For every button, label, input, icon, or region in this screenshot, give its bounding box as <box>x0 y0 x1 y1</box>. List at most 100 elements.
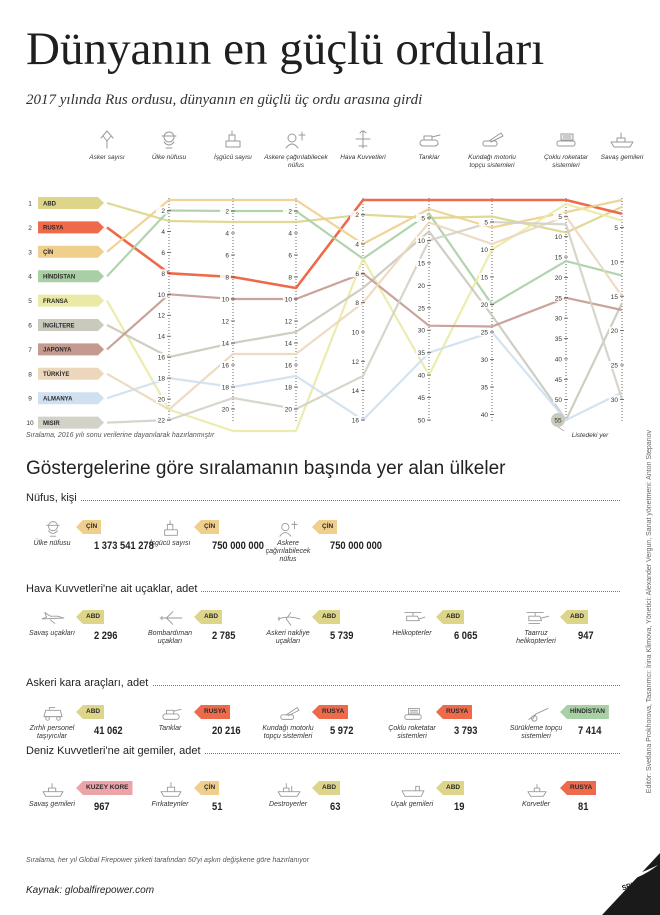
tick-bg <box>479 300 490 309</box>
country-tag: HİNDİSTAN <box>560 705 609 719</box>
tick-bg <box>220 339 231 347</box>
tick-label: 20 <box>158 397 166 404</box>
tick-label: 6 <box>161 250 165 257</box>
tick-bg <box>479 328 490 336</box>
tick-bg <box>553 354 564 363</box>
armored-carrier-icon <box>38 703 68 723</box>
tick-bg <box>553 314 564 323</box>
tick-label: 10 <box>611 259 619 266</box>
group-title: Deniz Kuvvetleri'ne ait gemiler, adet <box>26 745 205 757</box>
indicator-label: Destroyerler <box>268 801 308 808</box>
indicator-value: 81 <box>578 801 589 813</box>
series-line <box>106 230 623 422</box>
tick-label: 50 <box>555 397 563 404</box>
tick-label: 25 <box>611 363 619 370</box>
indicator-label: Kundağı motorlu topçu sistemleri <box>262 725 314 741</box>
tick-bg <box>220 405 231 413</box>
tick-label: 8 <box>288 275 292 282</box>
tick-bg <box>283 361 294 369</box>
country-rank: 10 <box>26 420 34 427</box>
parallel-chart: Asker sayısı Ülke nüfusu İşgücü sayısı Aske… <box>26 130 644 439</box>
tick-label: 35 <box>481 385 489 392</box>
tick-label: 4 <box>355 242 359 249</box>
indicator-label: Helikopterler <box>392 630 432 637</box>
tick-label: 45 <box>418 395 426 402</box>
tick-bg <box>553 375 564 384</box>
tick-bg <box>350 240 361 248</box>
tick-bg <box>416 281 427 290</box>
axis-label-line: Hava Kuvvetleri <box>340 154 386 161</box>
country-tag <box>38 319 104 331</box>
axis-label-line: Asker sayısı <box>88 154 125 161</box>
tick-label: 20 <box>418 283 426 290</box>
indicator-label: Taarruz helikopterleri <box>516 630 556 646</box>
country-name: MISIR <box>43 421 60 427</box>
indicator-label: Sürükleme topçu sistemleri <box>509 725 563 741</box>
indicator-value: 41 062 <box>94 725 123 737</box>
indicator-value: 5 972 <box>330 725 354 737</box>
tick-label: 20 <box>611 328 619 335</box>
series-line <box>106 220 624 424</box>
tick-bg <box>553 253 564 262</box>
tick-label: 20 <box>285 407 293 414</box>
tick-label: 2 <box>288 209 292 216</box>
axis-label: Kundağı motorlu topçu sistemleri <box>468 154 516 169</box>
credits-text: Editör: Svetlana Prokhorova, Tasarımcı: … <box>646 430 653 794</box>
tick-label: 12 <box>285 319 293 326</box>
bottom-note: Sıralama, her yıl Global Firepower şirke… <box>26 857 310 864</box>
country-tag <box>38 416 104 429</box>
country-tag: ABD <box>560 610 589 624</box>
tank-icon <box>419 134 441 147</box>
country-tag: ÇİN <box>194 520 220 534</box>
indicator-value: 947 <box>578 630 594 642</box>
tick-label: 12 <box>158 313 166 320</box>
tick-label: 40 <box>481 412 489 419</box>
tick-bg <box>156 206 167 215</box>
tick-label: 16 <box>158 355 166 362</box>
page-title: Dünyanın en güçlü orduları <box>26 23 545 75</box>
population-icon <box>161 131 177 149</box>
country-rank: 2 <box>28 225 32 232</box>
indicator-label: Ülke nüfusu <box>33 540 71 547</box>
country-tag: KUZEY KORE <box>76 781 133 795</box>
axis-label-line: Askere çağırılabilecek <box>263 154 328 161</box>
aircraft-carrier-icon <box>398 779 428 799</box>
country-tag <box>38 245 104 258</box>
tick-label: 40 <box>555 356 563 363</box>
section-heading: Göstergelerine göre sıralamanın başında … <box>26 458 506 479</box>
indicator-value: 19 <box>454 801 465 813</box>
country-name: HİNDİSTAN <box>43 274 75 281</box>
country-name: ÇİN <box>43 249 53 256</box>
tick-label: 20 <box>555 275 563 282</box>
indicator-value: 63 <box>330 801 341 813</box>
country-tag: ABD <box>436 610 465 624</box>
indicator-label: Tanklar <box>158 725 182 732</box>
tick-label: 35 <box>555 336 563 343</box>
country-rank: 5 <box>28 298 32 305</box>
tick-bg <box>553 212 564 221</box>
tick-label: 8 <box>161 271 165 278</box>
tick-bg <box>283 317 294 325</box>
country-tag <box>38 197 104 209</box>
tick-bg <box>416 326 427 335</box>
tick-bg <box>479 218 490 226</box>
tick-label: 15 <box>418 260 426 267</box>
tick-bg <box>283 273 294 281</box>
helicopter-icon <box>398 608 428 628</box>
tick-bg <box>416 416 427 424</box>
source-credit: Kaynak: globalfirepower.com <box>26 885 155 896</box>
tick-bg <box>156 227 167 236</box>
tick-label: 5 <box>484 220 488 227</box>
tick-label: 15 <box>611 294 619 301</box>
indicator-label: Askeri nakliye uçakları <box>266 630 310 646</box>
tick-label: 40 <box>418 373 426 380</box>
country-rank: 7 <box>28 347 32 354</box>
tick-bg <box>220 295 231 303</box>
group-divider <box>30 685 620 686</box>
tick-label: 5 <box>558 214 562 221</box>
country-name: İNGİLTERE <box>43 322 75 329</box>
destroyer-icon <box>274 779 304 799</box>
tick-label: 8 <box>225 275 229 282</box>
tick-label: 2 <box>355 212 359 219</box>
tick-label: 10 <box>158 292 166 299</box>
